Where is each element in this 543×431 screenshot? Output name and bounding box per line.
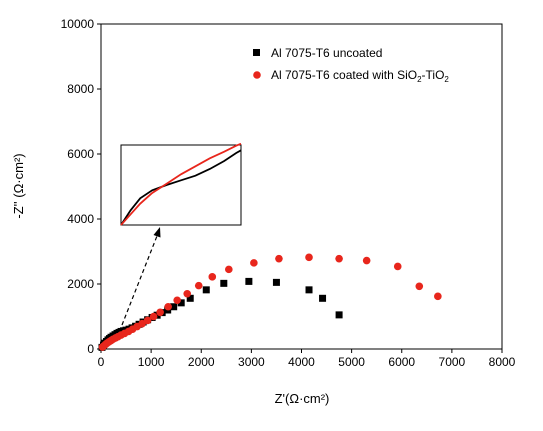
x-axis-label: Z'(Ω·cm²) — [275, 391, 330, 406]
series-0-point — [272, 278, 280, 286]
legend-label-coated-sub1: 2 — [417, 75, 422, 84]
series-1-point — [183, 289, 192, 298]
y-tick-label: 0 — [87, 342, 94, 356]
x-tick-label: 5000 — [338, 355, 365, 369]
x-tick-label: 3000 — [238, 355, 265, 369]
series-0-point — [202, 286, 210, 294]
series-1-point — [434, 292, 442, 301]
y-tick-label: 6000 — [67, 147, 94, 161]
y-tick-label: 10000 — [61, 17, 95, 31]
legend-label-coated: Al 7075-T6 coated with SiO2-TiO2 — [271, 68, 449, 84]
series-1-point — [335, 254, 343, 263]
legend: Al 7075-T6 uncoated Al 7075-T6 coated wi… — [253, 46, 449, 84]
inset-frame — [120, 144, 242, 226]
series-1-point — [250, 259, 258, 267]
series-0-point — [245, 277, 253, 285]
series-0-point — [170, 303, 178, 311]
legend-label-coated-sub2: 2 — [444, 75, 449, 84]
series-0-point — [319, 294, 327, 302]
legend-marker-coated — [253, 71, 261, 79]
x-tick-label: 6000 — [388, 355, 415, 369]
y-axis-label: -Z'' (Ω·cm²) — [11, 153, 26, 218]
x-tick-label: 0 — [98, 355, 105, 369]
legend-label-uncoated: Al 7075-T6 uncoated — [271, 46, 382, 60]
series-1-point — [208, 273, 217, 281]
series-0-point — [177, 299, 185, 307]
series-1-point — [194, 281, 203, 290]
legend-label-coated-main: Al 7075-T6 coated with SiO — [271, 68, 417, 82]
series-1-point — [138, 319, 146, 328]
inset-pointer-arrowhead — [153, 227, 161, 238]
legend-marker-uncoated — [253, 49, 260, 56]
y-tick-label: 4000 — [67, 212, 94, 226]
inset-series-line-0 — [120, 149, 242, 226]
series-1-point — [173, 296, 181, 305]
axes: 0 1000 2000 3000 4000 5000 6000 7000 8000 0 2000 40… — [61, 17, 516, 369]
legend-label-coated-mid: -TiO — [422, 68, 445, 82]
series-1-point — [305, 253, 313, 262]
y-tick-label: 8000 — [67, 82, 94, 96]
series-0-point — [305, 286, 313, 294]
x-tick-label: 7000 — [439, 355, 466, 369]
x-tick-label: 8000 — [489, 355, 516, 369]
series-0-point — [220, 279, 228, 287]
series-1-point — [415, 282, 424, 291]
series-1-point — [149, 312, 158, 321]
series-1-point — [156, 308, 164, 317]
series-0-point — [335, 311, 343, 319]
series-1-point — [362, 256, 371, 265]
x-tick-label: 2000 — [188, 355, 215, 369]
x-tick-label: 1000 — [138, 355, 165, 369]
x-tick-label: 4000 — [288, 355, 315, 369]
series-1-point — [275, 254, 283, 263]
series-1-point — [143, 316, 152, 325]
series-1-point — [225, 265, 233, 274]
inset-plot — [120, 142, 242, 326]
inset-pointer-arrow — [121, 235, 158, 326]
series-0-point — [186, 294, 194, 302]
series-1-point — [393, 262, 402, 271]
y-tick-label: 2000 — [67, 277, 94, 291]
series-1-point — [164, 302, 172, 311]
data-marks — [98, 253, 442, 351]
inset-series-line-1 — [120, 142, 242, 226]
